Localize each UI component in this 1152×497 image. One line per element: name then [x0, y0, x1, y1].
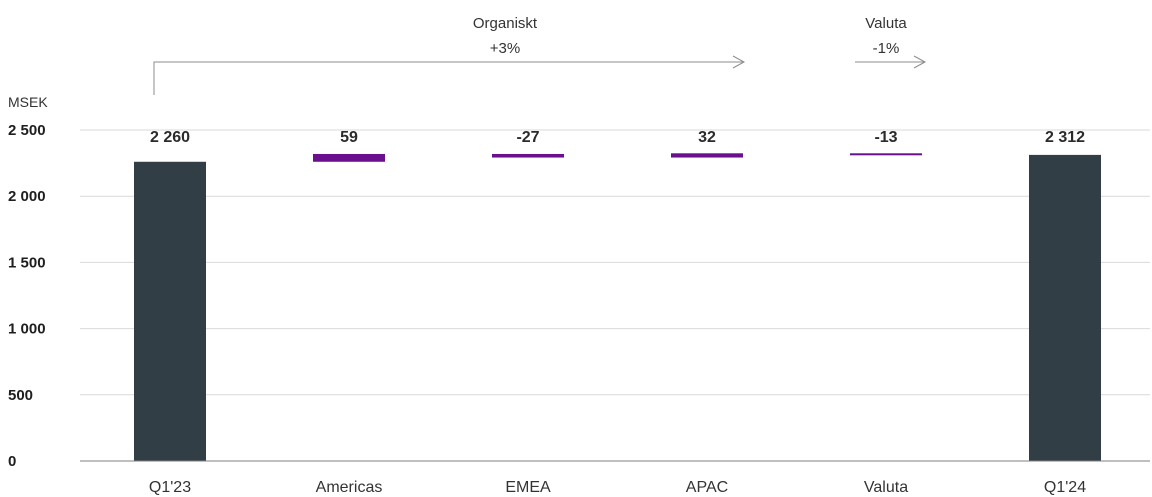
y-unit-label: MSEK [8, 94, 48, 110]
annotation-currency-value: -1% [873, 40, 900, 57]
data-label: 2 312 [1045, 129, 1085, 146]
data-label: 2 260 [150, 129, 190, 146]
y-axis-ticks: 0 500 1 000 1 500 2 000 2 500 [8, 122, 46, 470]
y-tick-label: 1 500 [8, 254, 46, 271]
data-label: -27 [516, 129, 539, 146]
data-labels: 2 260 59 -27 32 -13 2 312 [150, 129, 1085, 146]
y-tick-label: 2 500 [8, 122, 46, 139]
x-tick-label: Q1'23 [149, 479, 191, 496]
data-label: -13 [874, 129, 897, 146]
x-tick-label: Valuta [864, 479, 908, 496]
y-tick-label: 2 000 [8, 188, 46, 205]
gridlines [80, 129, 1150, 396]
x-tick-label: EMEA [505, 479, 551, 496]
bars [134, 153, 1101, 461]
delta-bar [671, 153, 743, 158]
x-tick-label: Q1'24 [1044, 479, 1086, 496]
delta-bar [313, 153, 385, 162]
annotation-organic-label: Organiskt [473, 15, 538, 32]
delta-bar [850, 153, 922, 156]
organic-arrowhead [732, 55, 746, 69]
total-bar [1029, 154, 1101, 461]
total-bar [134, 161, 206, 461]
data-label: 59 [340, 129, 358, 146]
x-tick-label: APAC [686, 479, 728, 496]
annotation-currency-label: Valuta [865, 15, 907, 32]
y-tick-label: 0 [8, 453, 16, 470]
annotation-organic-value: +3% [490, 40, 520, 57]
x-axis-ticks: Q1'23 Americas EMEA APAC Valuta Q1'24 [149, 479, 1086, 496]
y-tick-label: 1 000 [8, 321, 46, 338]
data-label: 32 [698, 129, 716, 146]
organic-bracket-arrow [153, 61, 743, 95]
delta-bar [492, 153, 564, 158]
y-tick-label: 500 [8, 387, 33, 404]
x-tick-label: Americas [316, 479, 383, 496]
currency-arrowhead [913, 55, 927, 69]
